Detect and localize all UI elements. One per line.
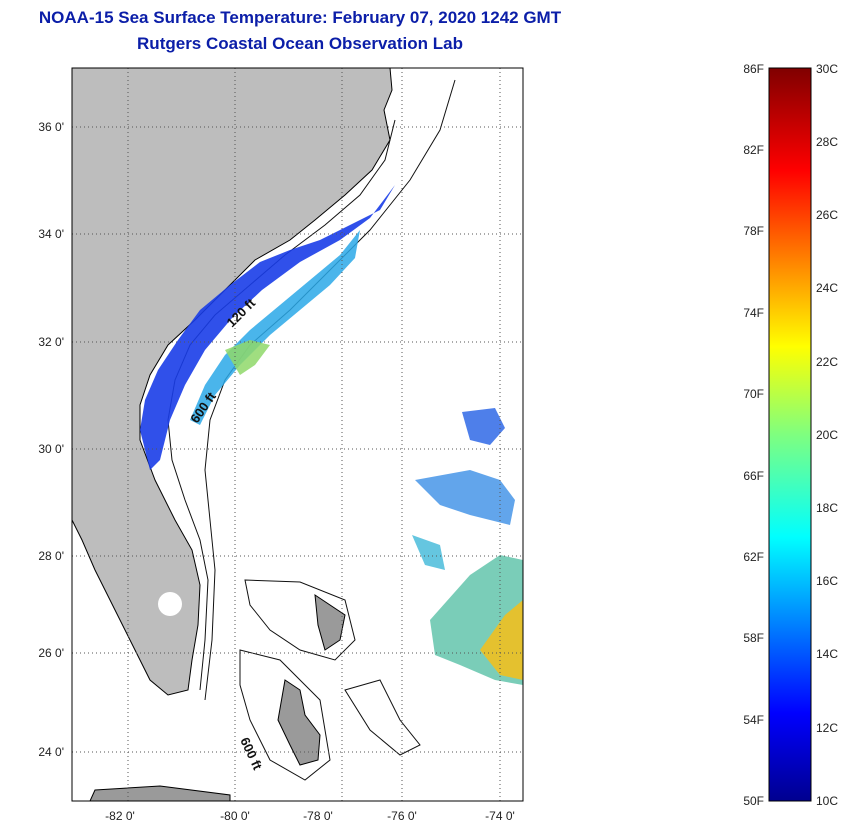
sst-cold-shelf-water bbox=[140, 185, 395, 470]
lon-tick-label: -80 0' bbox=[220, 809, 250, 823]
fahrenheit-label: 50F bbox=[743, 794, 764, 808]
celsius-label: 28C bbox=[816, 135, 838, 149]
bahamas-island bbox=[277, 679, 321, 766]
map-title: NOAA-15 Sea Surface Temperature: Februar… bbox=[38, 8, 562, 27]
lat-tick-label: 24 0' bbox=[38, 745, 64, 759]
sst-hot-offshore bbox=[480, 600, 523, 680]
sst-offshore-patch bbox=[415, 470, 515, 525]
celsius-label: 16C bbox=[816, 574, 838, 588]
lon-tick-label: -82 0' bbox=[105, 809, 135, 823]
color-bar: 86F 82F 78F 74F 70F 66F 62F 58F 54F 50F … bbox=[743, 62, 838, 808]
celsius-label: 30C bbox=[816, 62, 838, 76]
map-frame bbox=[71, 67, 524, 802]
bahamas-island bbox=[314, 593, 346, 651]
celsius-label: 18C bbox=[816, 501, 838, 515]
fahrenheit-label: 78F bbox=[743, 224, 764, 238]
lat-tick-label: 26 0' bbox=[38, 646, 64, 660]
fahrenheit-label: 66F bbox=[743, 469, 764, 483]
celsius-label: 14C bbox=[816, 647, 838, 661]
lon-tick-label: -76 0' bbox=[387, 809, 417, 823]
longitude-axis: -82 0' -80 0' -78 0' -76 0' -74 0' bbox=[105, 809, 515, 823]
celsius-label: 24C bbox=[816, 281, 838, 295]
lon-tick-label: -74 0' bbox=[485, 809, 515, 823]
fahrenheit-scale: 86F 82F 78F 74F 70F 66F 62F 58F 54F 50F bbox=[743, 62, 764, 808]
celsius-label: 20C bbox=[816, 428, 838, 442]
color-bar-gradient bbox=[768, 67, 812, 802]
map-subtitle: Rutgers Coastal Ocean Observation Lab bbox=[137, 34, 463, 53]
contour-bahamas-bank bbox=[344, 679, 421, 756]
fahrenheit-label: 70F bbox=[743, 387, 764, 401]
contour-bahamas-bank bbox=[239, 649, 331, 781]
fahrenheit-label: 82F bbox=[743, 143, 764, 157]
sst-offshore-patch bbox=[462, 408, 505, 445]
fahrenheit-label: 74F bbox=[743, 306, 764, 320]
sst-warm-water bbox=[225, 340, 270, 375]
lat-tick-label: 34 0' bbox=[38, 227, 64, 241]
lat-tick-label: 28 0' bbox=[38, 549, 64, 563]
celsius-scale: 30C 28C 26C 24C 22C 20C 18C 16C 14C 12C … bbox=[816, 62, 838, 808]
bahamas-island bbox=[89, 785, 231, 801]
lat-tick-label: 36 0' bbox=[38, 120, 64, 134]
celsius-label: 22C bbox=[816, 355, 838, 369]
fahrenheit-label: 62F bbox=[743, 550, 764, 564]
sst-cool-water bbox=[190, 230, 360, 425]
map-area: 120 ft 600 ft 600 ft bbox=[72, 68, 523, 801]
fahrenheit-label: 58F bbox=[743, 631, 764, 645]
us-land-mass bbox=[72, 68, 393, 696]
lat-tick-label: 30 0' bbox=[38, 442, 64, 456]
celsius-label: 10C bbox=[816, 794, 838, 808]
fahrenheit-label: 86F bbox=[743, 62, 764, 76]
lake-okeechobee bbox=[158, 592, 182, 616]
contour-bahamas-bank bbox=[244, 579, 356, 661]
celsius-label: 12C bbox=[816, 721, 838, 735]
fahrenheit-label: 54F bbox=[743, 713, 764, 727]
celsius-label: 26C bbox=[816, 208, 838, 222]
lon-tick-label: -78 0' bbox=[303, 809, 333, 823]
lat-tick-label: 32 0' bbox=[38, 335, 64, 349]
sst-offshore-patch bbox=[412, 535, 445, 570]
latitude-axis: 36 0' 34 0' 32 0' 30 0' 28 0' 26 0' 24 0… bbox=[38, 120, 64, 759]
